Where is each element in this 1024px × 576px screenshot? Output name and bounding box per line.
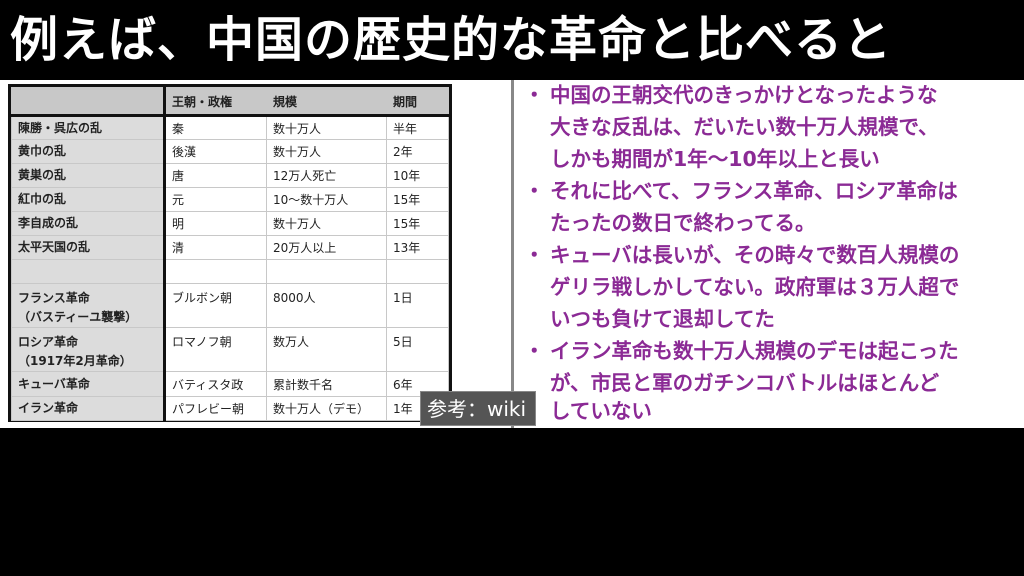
table-cell: バティスタ政 (164, 371, 267, 397)
table-row: イラン革命 パフレビー朝 数十万人（デモ） 1年 (11, 396, 449, 421)
table-header-cell: 王朝・政権 (164, 87, 267, 117)
table-cell: 明 (164, 211, 267, 236)
table-cell: 10年 (386, 163, 449, 188)
divider (511, 80, 514, 428)
table-cell: イラン革命 (11, 396, 166, 421)
table-cell: 黄巣の乱 (11, 163, 166, 188)
bullet-line: が、市民と軍のガチンコバトルはほとんど (550, 371, 940, 395)
table-cell: 数十万人 (266, 115, 387, 140)
table-cell: 後漢 (164, 139, 267, 164)
table-cell: 陳勝・呉広の乱 (11, 115, 166, 140)
bullet-line: キューバは長いが、その時々で数百人規模の (550, 243, 960, 267)
table-row: フランス革命 （バスティーユ襲撃） ブルボン朝 8000人 1日 (11, 283, 449, 328)
table-row (11, 259, 449, 284)
table-cell: パフレビー朝 (164, 396, 267, 421)
table-cell: 半年 (386, 115, 449, 140)
bullet-icon: ・ (524, 179, 545, 203)
bullet-line: ゲリラ戦しかしてない。政府軍は３万人超で (550, 275, 960, 299)
table-cell: ブルボン朝 (164, 283, 267, 328)
table-header-cell (11, 87, 166, 117)
bullet-line: それに比べて、フランス革命、ロシア革命は (550, 179, 958, 203)
table-cell: 李自成の乱 (11, 211, 166, 236)
table-row: 太平天国の乱清 20万人以上 13年 (11, 235, 449, 260)
bullet-line: しかも期間が1年〜10年以上と長い (550, 147, 880, 171)
table-cell: 15年 (386, 187, 449, 212)
table-cell: 数十万人 (266, 139, 387, 164)
table-cell (266, 259, 387, 284)
table-cell: 13年 (386, 235, 449, 260)
table-row: 黄巣の乱唐 12万人死亡 10年 (11, 163, 449, 188)
table-cell: 紅巾の乱 (11, 187, 166, 212)
table-header-cell: 期間 (386, 87, 449, 117)
table-cell: 5日 (386, 327, 449, 372)
table-cell: 太平天国の乱 (11, 235, 166, 260)
table-cell: 秦 (164, 115, 267, 140)
comparison-table: 王朝・政権 規模 期間 陳勝・呉広の乱秦数十万人 半年 黄巾の乱 後漢 数十万人 2年 黄巣の乱唐… (8, 84, 452, 422)
bullet-icon: ・ (524, 243, 545, 267)
bullet-line: していない (550, 399, 652, 423)
table-row: ロシア革命 （1917年2月革命） ロマノフ朝 数万人 5日 (11, 327, 449, 372)
table-cell (164, 259, 267, 284)
table-cell: 累計数千名 (266, 371, 387, 397)
bullet-icon: ・ (524, 339, 545, 363)
bullet-line: 大きな反乱は、だいたい数十万人規模で、 (550, 115, 939, 139)
table-cell: 唐 (164, 163, 267, 188)
table-header-row: 王朝・政権 規模 期間 (11, 87, 449, 117)
table-cell: 12万人死亡 (266, 163, 387, 188)
reference-caption: 参考：wiki (420, 391, 536, 426)
table-row: 陳勝・呉広の乱秦数十万人 半年 (11, 115, 449, 140)
table-cell: フランス革命 （バスティーユ襲撃） (11, 283, 166, 328)
table-row: 黄巾の乱 後漢 数十万人 2年 (11, 139, 449, 164)
table-cell: 15年 (386, 211, 449, 236)
table-row: 紅巾の乱元 10〜数十万人 15年 (11, 187, 449, 212)
table-cell: 数十万人 (266, 211, 387, 236)
table-cell (386, 259, 449, 284)
bullet-line: 中国の王朝交代のきっかけとなったような (550, 83, 938, 107)
bullet-line: イラン革命も数十万人規模のデモは起こった (550, 339, 959, 363)
table-header-cell: 規模 (266, 87, 387, 117)
bullet-line: いつも負けて退却してた (550, 307, 775, 331)
bullet-line: たったの数日で終わってる。 (550, 211, 816, 235)
table-row: キューバ革命 バティスタ政 累計数千名 6年 (11, 371, 449, 397)
table-cell: ロシア革命 （1917年2月革命） (11, 327, 166, 372)
table-cell: 1日 (386, 283, 449, 328)
table-cell: 2年 (386, 139, 449, 164)
table-cell: ロマノフ朝 (164, 327, 267, 372)
table-cell: 10〜数十万人 (266, 187, 387, 212)
table-cell: 8000人 (266, 283, 387, 328)
table-cell: 清 (164, 235, 267, 260)
table-cell: 20万人以上 (266, 235, 387, 260)
table-row: 李自成の乱明数十万人 15年 (11, 211, 449, 236)
table-cell: 黄巾の乱 (11, 139, 166, 164)
table-cell: キューバ革命 (11, 371, 166, 397)
table-cell: 数十万人（デモ） (266, 396, 387, 421)
bullet-icon: ・ (524, 83, 545, 107)
table-cell (11, 259, 166, 284)
table-cell: 数万人 (266, 327, 387, 372)
slide-title: 例えば、中国の歴史的な革命と比べると (10, 12, 893, 68)
table-cell: 元 (164, 187, 267, 212)
